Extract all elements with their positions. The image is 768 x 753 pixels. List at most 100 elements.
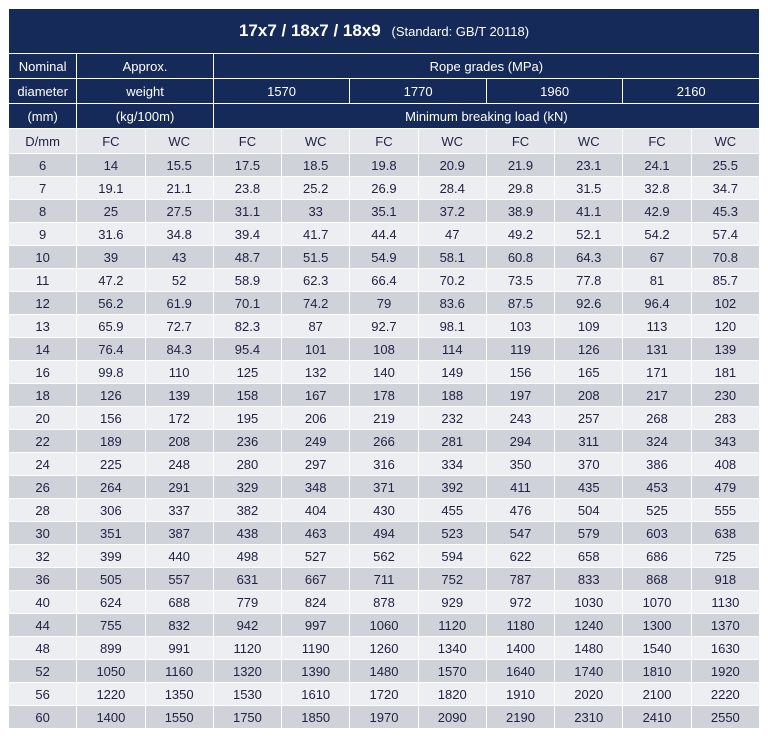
- cell: 149: [418, 361, 486, 384]
- header-row-1: Nominal Approx. Rope grades (MPa): [9, 54, 760, 79]
- cell: 1640: [486, 660, 554, 683]
- cell: 103: [486, 315, 554, 338]
- cell: 1400: [486, 637, 554, 660]
- cell: 435: [555, 476, 623, 499]
- cell: 997: [282, 614, 350, 637]
- table-title: 17x7 / 18x7 / 18x9 (Standard: GB/T 20118…: [9, 9, 760, 54]
- header-row-3: (mm) (kg/100m) Minimum breaking load (kN…: [9, 104, 760, 129]
- cell: 18: [9, 384, 77, 407]
- cell: 787: [486, 568, 554, 591]
- cell: 119: [486, 338, 554, 361]
- table-row: 18126139158167178188197208217230: [9, 384, 760, 407]
- cell: 31.1: [213, 200, 281, 223]
- cell: 41.7: [282, 223, 350, 246]
- cell: 11: [9, 269, 77, 292]
- cell: 408: [691, 453, 759, 476]
- cell: 126: [77, 384, 145, 407]
- cell: 125: [213, 361, 281, 384]
- hdr-grade-1960: 1960: [486, 79, 623, 104]
- cell: 33: [282, 200, 350, 223]
- cell: 197: [486, 384, 554, 407]
- cell: 555: [691, 499, 759, 522]
- hdr-grade-1770: 1770: [350, 79, 487, 104]
- cell: 594: [418, 545, 486, 568]
- cell: 498: [213, 545, 281, 568]
- cell: 19.1: [77, 177, 145, 200]
- cell: 52: [9, 660, 77, 683]
- cell: 1810: [623, 660, 691, 683]
- cell: 28.4: [418, 177, 486, 200]
- cell: 257: [555, 407, 623, 430]
- cell: 1400: [77, 706, 145, 729]
- col-fc-1770: FC: [350, 129, 418, 154]
- cell: 54.2: [623, 223, 691, 246]
- cell: 39: [77, 246, 145, 269]
- cell: 1970: [350, 706, 418, 729]
- cell: 833: [555, 568, 623, 591]
- cell: 1340: [418, 637, 486, 660]
- table-row: 4889999111201190126013401400148015401630: [9, 637, 760, 660]
- cell: 102: [691, 292, 759, 315]
- cell: 66.4: [350, 269, 418, 292]
- cell: 64.3: [555, 246, 623, 269]
- cell: 32.8: [623, 177, 691, 200]
- cell: 43: [145, 246, 213, 269]
- cell: 1850: [282, 706, 350, 729]
- cell: 56.2: [77, 292, 145, 315]
- cell: 31.5: [555, 177, 623, 200]
- cell: 42.9: [623, 200, 691, 223]
- cell: 195: [213, 407, 281, 430]
- cell: 62.3: [282, 269, 350, 292]
- cell: 22: [9, 430, 77, 453]
- hdr-diameter: diameter: [9, 79, 77, 104]
- cell: 92.7: [350, 315, 418, 338]
- cell: 2090: [418, 706, 486, 729]
- cell: 1740: [555, 660, 623, 683]
- cell: 23.1: [555, 154, 623, 177]
- cell: 438: [213, 522, 281, 545]
- cell: 688: [145, 591, 213, 614]
- cell: 19.8: [350, 154, 418, 177]
- cell: 83.6: [418, 292, 486, 315]
- cell: 181: [691, 361, 759, 384]
- cell: 30: [9, 522, 77, 545]
- table-row: 6014001550175018501970209021902310241025…: [9, 706, 760, 729]
- cell: 525: [623, 499, 691, 522]
- cell: 1050: [77, 660, 145, 683]
- cell: 494: [350, 522, 418, 545]
- cell: 45.3: [691, 200, 759, 223]
- cell: 2550: [691, 706, 759, 729]
- cell: 70.8: [691, 246, 759, 269]
- cell: 47.2: [77, 269, 145, 292]
- cell: 280: [213, 453, 281, 476]
- cell: 392: [418, 476, 486, 499]
- table-row: 40624688779824878929972103010701130: [9, 591, 760, 614]
- cell: 140: [350, 361, 418, 384]
- cell: 18.5: [282, 154, 350, 177]
- table-row: 5612201350153016101720182019102020210022…: [9, 683, 760, 706]
- cell: 291: [145, 476, 213, 499]
- cell: 232: [418, 407, 486, 430]
- cell: 51.5: [282, 246, 350, 269]
- cell: 453: [623, 476, 691, 499]
- cell: 411: [486, 476, 554, 499]
- cell: 1160: [145, 660, 213, 683]
- cell: 1070: [623, 591, 691, 614]
- cell: 1920: [691, 660, 759, 683]
- cell: 1530: [213, 683, 281, 706]
- cell: 1820: [418, 683, 486, 706]
- cell: 9: [9, 223, 77, 246]
- table-row: 61415.517.518.519.820.921.923.124.125.5: [9, 154, 760, 177]
- cell: 49.2: [486, 223, 554, 246]
- cell: 76.4: [77, 338, 145, 361]
- cell: 58.1: [418, 246, 486, 269]
- cell: 208: [555, 384, 623, 407]
- cell: 440: [145, 545, 213, 568]
- cell: 58.9: [213, 269, 281, 292]
- cell: 929: [418, 591, 486, 614]
- cell: 2310: [555, 706, 623, 729]
- cell: 73.5: [486, 269, 554, 292]
- header-row-2: diameter weight 1570 1770 1960 2160: [9, 79, 760, 104]
- table-row: 1147.25258.962.366.470.273.577.88185.7: [9, 269, 760, 292]
- cell: 667: [282, 568, 350, 591]
